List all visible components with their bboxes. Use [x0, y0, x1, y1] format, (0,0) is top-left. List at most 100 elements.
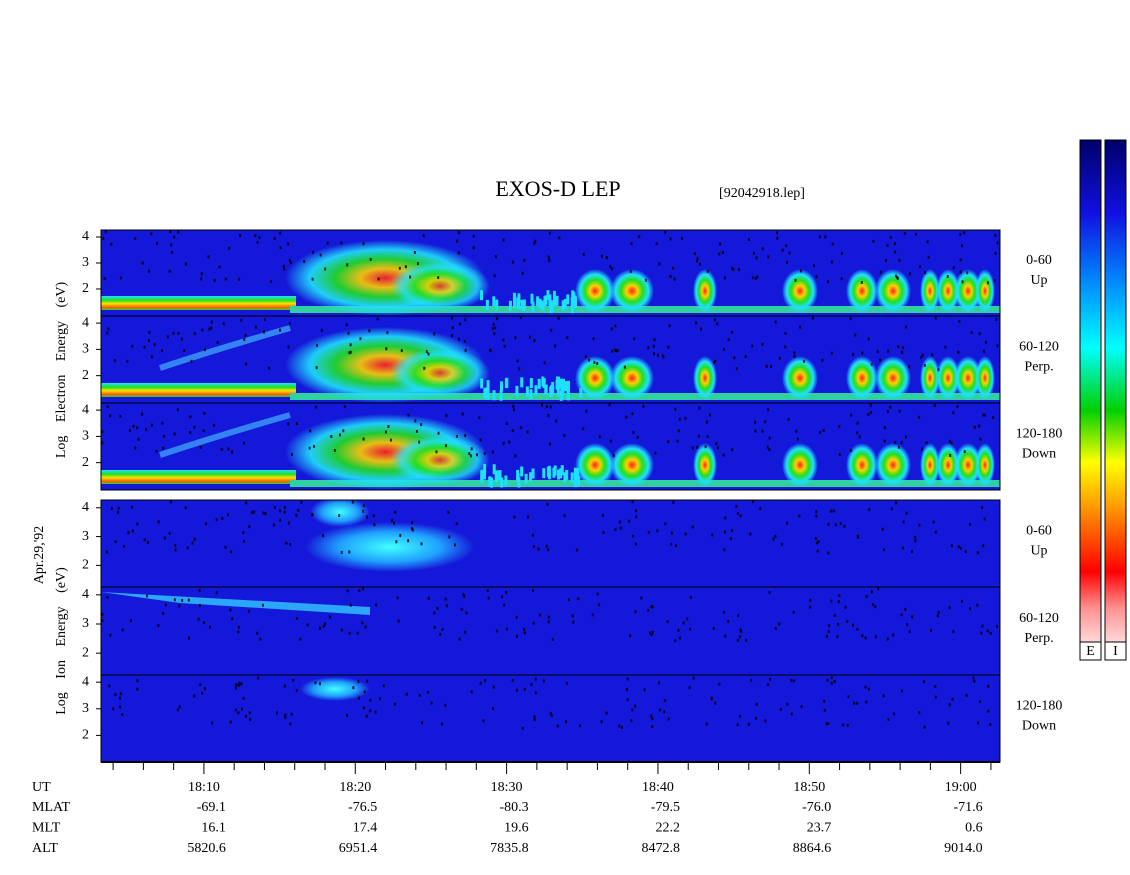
spectrogram-feature	[752, 251, 755, 255]
spectrogram-feature	[199, 683, 202, 687]
spectrogram-feature	[767, 683, 770, 687]
spectrogram-feature	[838, 425, 841, 429]
spectrogram-feature	[525, 386, 529, 397]
spectrogram-feature	[356, 631, 359, 635]
colorbar-label: I	[1113, 644, 1118, 659]
spectrogram-feature	[934, 684, 937, 688]
spectrogram-feature	[201, 328, 204, 332]
spectrogram-feature	[989, 723, 992, 727]
spectrogram-feature	[840, 251, 843, 255]
spectrogram-feature	[492, 390, 496, 401]
spectrogram-feature	[263, 318, 266, 322]
spectrogram-feature	[511, 429, 514, 433]
spectrogram-feature	[856, 431, 859, 435]
spectrogram-feature	[188, 636, 191, 640]
spectrogram-feature	[399, 533, 402, 537]
spectrogram-feature	[640, 596, 643, 600]
spectrogram-feature	[667, 717, 670, 721]
spectrogram-feature	[433, 611, 436, 615]
spectrogram-feature	[802, 359, 805, 363]
spectrogram-feature	[143, 538, 146, 542]
spectrogram-feature	[995, 624, 998, 628]
spectrogram-feature	[698, 262, 701, 266]
spectrogram-feature	[652, 344, 655, 348]
spectrogram-feature	[106, 595, 109, 599]
spectrogram-feature	[483, 469, 487, 480]
spectrogram-feature	[610, 269, 654, 313]
channel-direction: Down	[1022, 719, 1056, 734]
spectrogram-feature	[745, 638, 748, 642]
orbit-value: -71.6	[953, 800, 982, 815]
spectrogram-feature	[766, 445, 769, 449]
spectrogram-feature	[520, 426, 523, 430]
spectrogram-feature	[476, 453, 479, 457]
spectrogram-feature	[883, 548, 886, 552]
spectrogram-feature	[570, 303, 574, 314]
spectrogram-feature	[634, 542, 637, 546]
spectrogram-feature	[856, 421, 859, 425]
spectrogram-feature	[883, 426, 886, 430]
spectrogram-feature	[531, 301, 535, 312]
spectrogram-feature	[546, 466, 550, 477]
spectrogram-feature	[815, 275, 818, 279]
spectrogram-feature	[934, 530, 937, 534]
spectrogram-feature	[761, 342, 764, 346]
spectrogram-feature	[450, 334, 453, 338]
spectrogram-feature	[843, 524, 846, 528]
spectrogram-feature	[889, 405, 892, 409]
spectrogram-feature	[623, 365, 626, 369]
spectrogram-feature	[216, 340, 219, 344]
orbit-value: -76.5	[348, 800, 377, 815]
spectrogram-feature	[413, 251, 416, 255]
spectrogram-feature	[108, 684, 111, 688]
spectrogram-feature	[148, 330, 151, 334]
spectrogram-feature	[483, 451, 486, 455]
spectrogram-feature	[696, 256, 699, 260]
spectrogram-feature	[600, 254, 603, 258]
spectrogram-feature	[610, 327, 613, 331]
spectrogram-feature	[541, 300, 545, 311]
spectrogram-feature	[901, 546, 904, 550]
spectrogram-feature	[445, 414, 448, 418]
spectrogram-feature	[244, 333, 247, 337]
spectrogram-feature	[495, 299, 499, 310]
spectrogram-feature	[127, 531, 130, 535]
spectrogram-feature	[546, 290, 550, 301]
spectrogram-feature	[832, 509, 835, 513]
spectrogram-feature	[349, 603, 352, 607]
spectrogram-feature	[270, 279, 273, 283]
spectrogram-feature	[185, 262, 188, 266]
spectrogram-feature	[768, 448, 771, 452]
spectrogram-feature	[358, 696, 361, 700]
spectrogram-feature	[950, 441, 953, 445]
spectrogram-feature	[664, 230, 667, 234]
spectrogram-feature	[548, 258, 551, 262]
channel-direction: Up	[1030, 273, 1047, 288]
spectrogram-feature	[575, 269, 615, 313]
spectrogram-feature	[693, 356, 717, 400]
spectrogram-feature	[492, 464, 496, 475]
spectrogram-feature	[357, 679, 360, 683]
spectrogram-feature	[148, 269, 151, 273]
spectrogram-feature	[544, 384, 548, 395]
spectrogram-feature	[554, 344, 557, 348]
spectrogram-feature	[210, 326, 213, 330]
spectrogram-feature	[596, 361, 599, 365]
spectrogram-feature	[193, 694, 196, 698]
spectrogram-feature	[691, 446, 694, 450]
y-tick-label: 2	[82, 645, 89, 660]
spectrogram-feature	[427, 596, 430, 600]
spectrogram-feature	[968, 607, 971, 611]
spectrogram-image	[101, 230, 1000, 316]
spectrogram-feature	[830, 681, 833, 685]
spectrogram-feature	[823, 708, 826, 712]
spectrogram-feature	[547, 548, 550, 552]
spectrogram-feature	[865, 700, 868, 704]
spectrogram-feature	[559, 390, 563, 401]
spectrogram-feature	[224, 277, 227, 281]
spectrogram-feature	[290, 306, 1000, 313]
spectrogram-feature	[630, 719, 633, 723]
spectrogram-feature	[560, 465, 564, 476]
spectrogram-feature	[682, 621, 685, 625]
